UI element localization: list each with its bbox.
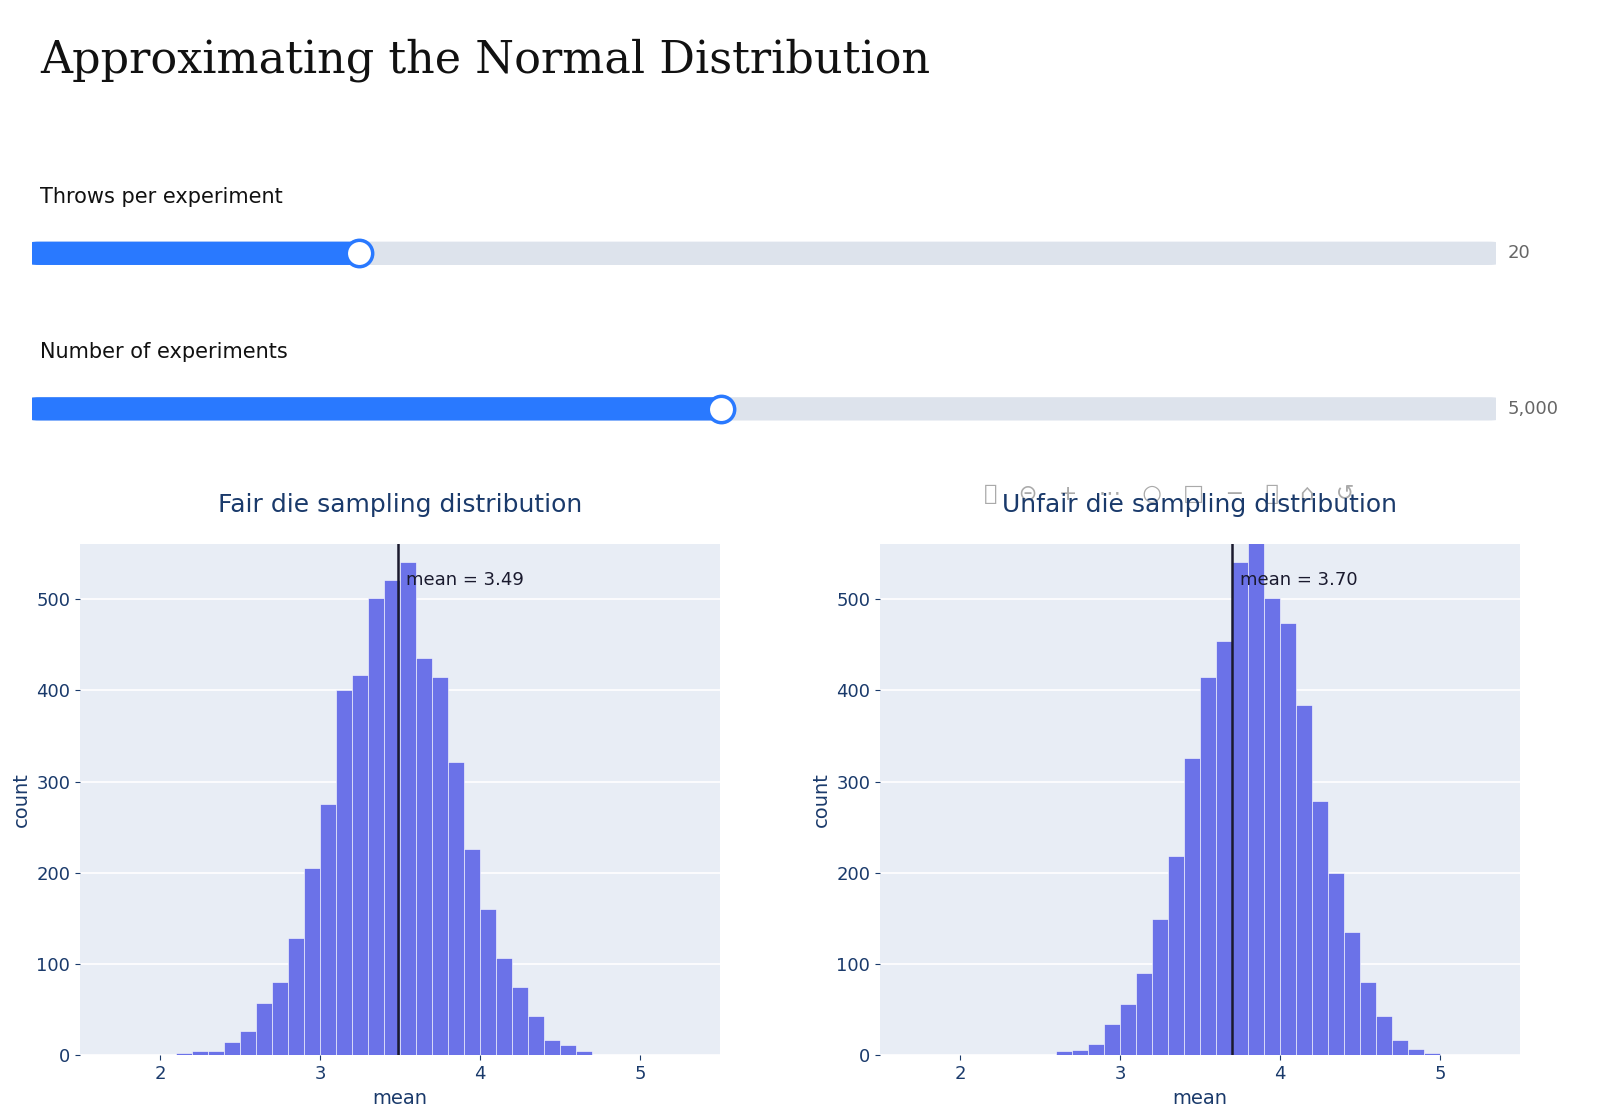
Bar [1136, 973, 1152, 1055]
Bar [496, 958, 512, 1055]
Text: 20: 20 [1507, 244, 1530, 262]
Bar [512, 987, 528, 1055]
Text: Throws per experiment: Throws per experiment [40, 187, 283, 207]
Bar [480, 909, 496, 1055]
Bar [528, 1017, 544, 1055]
X-axis label: mean: mean [1173, 1089, 1227, 1108]
Text: Unfair die sampling distribution: Unfair die sampling distribution [1003, 492, 1397, 517]
Text: mean = 3.49: mean = 3.49 [406, 571, 525, 590]
Bar [1280, 623, 1296, 1055]
FancyBboxPatch shape [32, 398, 728, 421]
Text: 5,000: 5,000 [1507, 400, 1558, 418]
FancyBboxPatch shape [32, 398, 1496, 421]
Bar [416, 658, 432, 1055]
Bar [192, 1051, 208, 1055]
Bar [560, 1045, 576, 1055]
Bar [1152, 920, 1168, 1055]
Y-axis label: count: count [11, 772, 30, 828]
Bar [1200, 677, 1216, 1055]
Bar [304, 869, 320, 1055]
Text: Fair die sampling distribution: Fair die sampling distribution [218, 492, 582, 517]
Bar [352, 674, 368, 1055]
Bar [256, 1003, 272, 1055]
Bar [1264, 598, 1280, 1055]
Bar [1168, 855, 1184, 1055]
Bar [176, 1053, 192, 1055]
Bar [1360, 981, 1376, 1055]
Bar [336, 690, 352, 1055]
Bar [448, 762, 464, 1055]
Text: mean = 3.70: mean = 3.70 [1240, 571, 1358, 590]
FancyBboxPatch shape [32, 242, 366, 266]
Bar [1120, 1004, 1136, 1055]
Bar [1312, 801, 1328, 1055]
Bar [384, 580, 400, 1055]
Bar [1424, 1053, 1440, 1055]
Bar [464, 849, 480, 1055]
Text: Number of experiments: Number of experiments [40, 342, 288, 362]
Bar [1104, 1023, 1120, 1055]
Bar [1408, 1049, 1424, 1055]
Bar [544, 1040, 560, 1055]
Text: Approximating the Normal Distribution: Approximating the Normal Distribution [40, 38, 930, 82]
Bar [1248, 540, 1264, 1055]
Bar [1296, 705, 1312, 1055]
Bar [368, 598, 384, 1055]
Bar [1216, 641, 1232, 1055]
Bar [1328, 873, 1344, 1055]
Y-axis label: count: count [811, 772, 830, 828]
Bar [1392, 1040, 1408, 1055]
FancyBboxPatch shape [32, 242, 1496, 266]
Bar [1184, 758, 1200, 1055]
X-axis label: mean: mean [373, 1089, 427, 1108]
Bar [272, 982, 288, 1055]
Bar [240, 1031, 256, 1055]
Bar [576, 1051, 592, 1055]
Bar [1072, 1050, 1088, 1055]
Bar [1344, 932, 1360, 1055]
Bar [224, 1042, 240, 1055]
Bar [320, 804, 336, 1055]
Bar [208, 1051, 224, 1055]
Bar [1376, 1017, 1392, 1055]
Bar [1232, 562, 1248, 1055]
Bar [288, 938, 304, 1055]
Bar [1056, 1051, 1072, 1055]
Bar [432, 677, 448, 1055]
Bar [1088, 1044, 1104, 1055]
Bar [400, 562, 416, 1055]
Text: ⌕   ⊝   +   ⋯   ○   □   −   ⤢   ⌂   ↺: ⌕ ⊝ + ⋯ ○ □ − ⤢ ⌂ ↺ [984, 484, 1354, 504]
